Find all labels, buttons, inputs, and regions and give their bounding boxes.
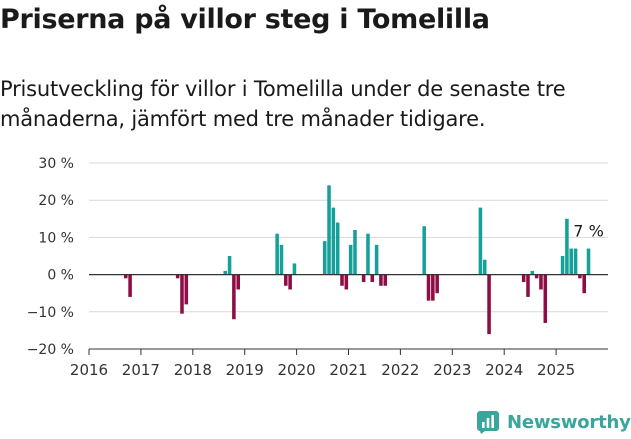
bar [340,274,344,286]
value-label: 7 % [573,222,603,241]
bar [569,248,574,275]
bar [543,274,548,323]
bar [487,274,491,335]
x-axis: 2016 2017 2018 2019 2020 2021 2022 2023 2024 2025 [70,349,575,379]
bar [223,270,228,275]
annotations: 7 % [573,222,603,241]
x-tick-label: 2019 [226,361,264,379]
bar [128,274,132,297]
x-tick-label: 2025 [537,361,575,379]
bar [284,274,288,286]
bar [275,233,279,275]
bar [586,248,591,275]
bar [379,274,383,286]
bar [175,274,180,279]
y-tick-label: 0 % [47,268,74,284]
chart-subtitle: Prisutveckling för villor i Tomelilla un… [0,77,566,131]
bar [344,274,349,290]
bar [370,274,375,283]
bars [123,185,591,335]
bar [435,274,439,294]
bar [327,185,331,275]
bar [227,256,232,275]
y-tick-label: −10 % [27,305,74,321]
bar [288,274,292,290]
bar [331,207,336,275]
x-tick-label: 2024 [485,361,523,379]
x-tick-label: 2018 [174,361,212,379]
bar [530,270,535,275]
bar [482,259,487,275]
bar [180,274,184,314]
newsworthy-chart-icon [477,411,499,434]
x-tick-label: 2023 [433,361,471,379]
bar [539,274,543,290]
x-tick-label: 2016 [70,361,108,379]
bar [431,274,435,301]
bar [521,274,526,283]
gridlines [89,162,608,350]
bar [478,207,483,275]
chart-title: Priserna på villor steg i Tomelilla [0,4,490,35]
bar [232,274,236,320]
y-axis-labels: 30 % 20 % 10 % 0 % −10 % −20 % [27,156,74,358]
x-tick-label: 2022 [381,361,419,379]
bar [374,244,379,275]
y-tick-label: 10 % [38,230,74,246]
bar [322,241,327,275]
bar [578,274,582,279]
bar [534,274,539,279]
bar [335,222,340,275]
bar [366,233,370,275]
x-tick-label: 2017 [122,361,160,379]
x-tick-label: 2020 [278,361,316,379]
bar [279,244,284,275]
newsworthy-logo: Newsworthy [476,408,631,436]
y-tick-label: 20 % [38,193,74,209]
bar [582,274,586,294]
y-tick-label: 30 % [38,156,74,172]
bar [573,248,578,275]
bar [422,226,426,275]
bar [292,263,297,275]
bar [565,218,569,275]
bar [361,274,366,283]
brand-name: Newsworthy [507,411,631,433]
bar [123,274,128,279]
bar [526,274,530,297]
bar [353,229,357,275]
bar [348,244,353,275]
bar [236,274,240,290]
bar [184,274,189,305]
x-tick-label: 2021 [329,361,367,379]
y-tick-label: −20 % [27,342,74,358]
bar [426,274,431,301]
bar [560,256,565,275]
bar [383,274,388,286]
